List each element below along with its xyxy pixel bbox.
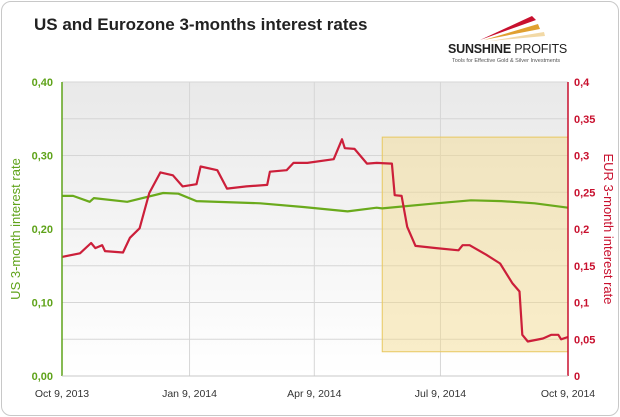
x-tick-label: Oct 9, 2014 bbox=[541, 388, 595, 400]
series-lines bbox=[61, 138, 569, 343]
y-tick-label-right: 0,3 bbox=[574, 151, 589, 163]
y-tick-label-right: 0 bbox=[574, 371, 580, 383]
y-tick-label-left: 0,40 bbox=[32, 77, 53, 89]
y-tick-label-right: 0,05 bbox=[574, 334, 595, 346]
y-tick-label-left: 0,30 bbox=[32, 151, 53, 163]
x-ticks: Oct 9, 2013 Jan 9, 2014 Apr 9, 2014 Jul 9, … bbox=[35, 388, 595, 400]
x-tick-label: Oct 9, 2013 bbox=[35, 388, 89, 400]
logo-tagline: Tools for Effective Gold & Silver Invest… bbox=[452, 58, 561, 64]
logo-rays-icon bbox=[480, 16, 545, 41]
y-tick-label-right: 0,2 bbox=[574, 224, 589, 236]
y-ticks-right: 0 0,05 0,1 0,15 0,2 0,25 0,3 0,35 0,4 bbox=[574, 77, 595, 383]
y-axis-title-left: US 3-month interest rate bbox=[8, 158, 23, 300]
eur-rate-line bbox=[61, 138, 569, 343]
y-tick-label-left: 0,10 bbox=[32, 298, 53, 310]
logo-name-bold: SUNSHINE bbox=[448, 42, 511, 56]
chart-title: US and Eurozone 3-months interest rates bbox=[34, 15, 368, 34]
sunshine-profits-logo: SUNSHINE PROFITS Tools for Effective Gol… bbox=[440, 12, 610, 70]
y-ticks-left: 0,00 0,10 0,20 0,30 0,40 bbox=[32, 77, 53, 383]
y-tick-label-right: 0,15 bbox=[574, 261, 595, 273]
highlight-region-group bbox=[381, 136, 569, 353]
logo-name-light: PROFITS bbox=[511, 42, 568, 56]
x-tick-label: Jan 9, 2014 bbox=[162, 388, 217, 400]
y-tick-label-right: 0,1 bbox=[574, 298, 589, 310]
axes bbox=[61, 82, 569, 377]
y-tick-label-right: 0,25 bbox=[574, 187, 595, 199]
x-tick-label: Jul 9, 2014 bbox=[415, 388, 467, 400]
us-rate-line bbox=[62, 191, 569, 213]
y-tick-label-right: 0,4 bbox=[574, 77, 590, 89]
y-tick-label-left: 0,00 bbox=[32, 371, 53, 383]
logo-name: SUNSHINE PROFITS bbox=[448, 42, 567, 56]
y-tick-label-left: 0,20 bbox=[32, 224, 53, 236]
highlight-region bbox=[381, 136, 569, 353]
y-axis-title-right: EUR 3-month interest rate bbox=[601, 153, 616, 304]
x-tick-label: Apr 9, 2014 bbox=[287, 388, 341, 400]
y-tick-label-right: 0,35 bbox=[574, 114, 595, 126]
